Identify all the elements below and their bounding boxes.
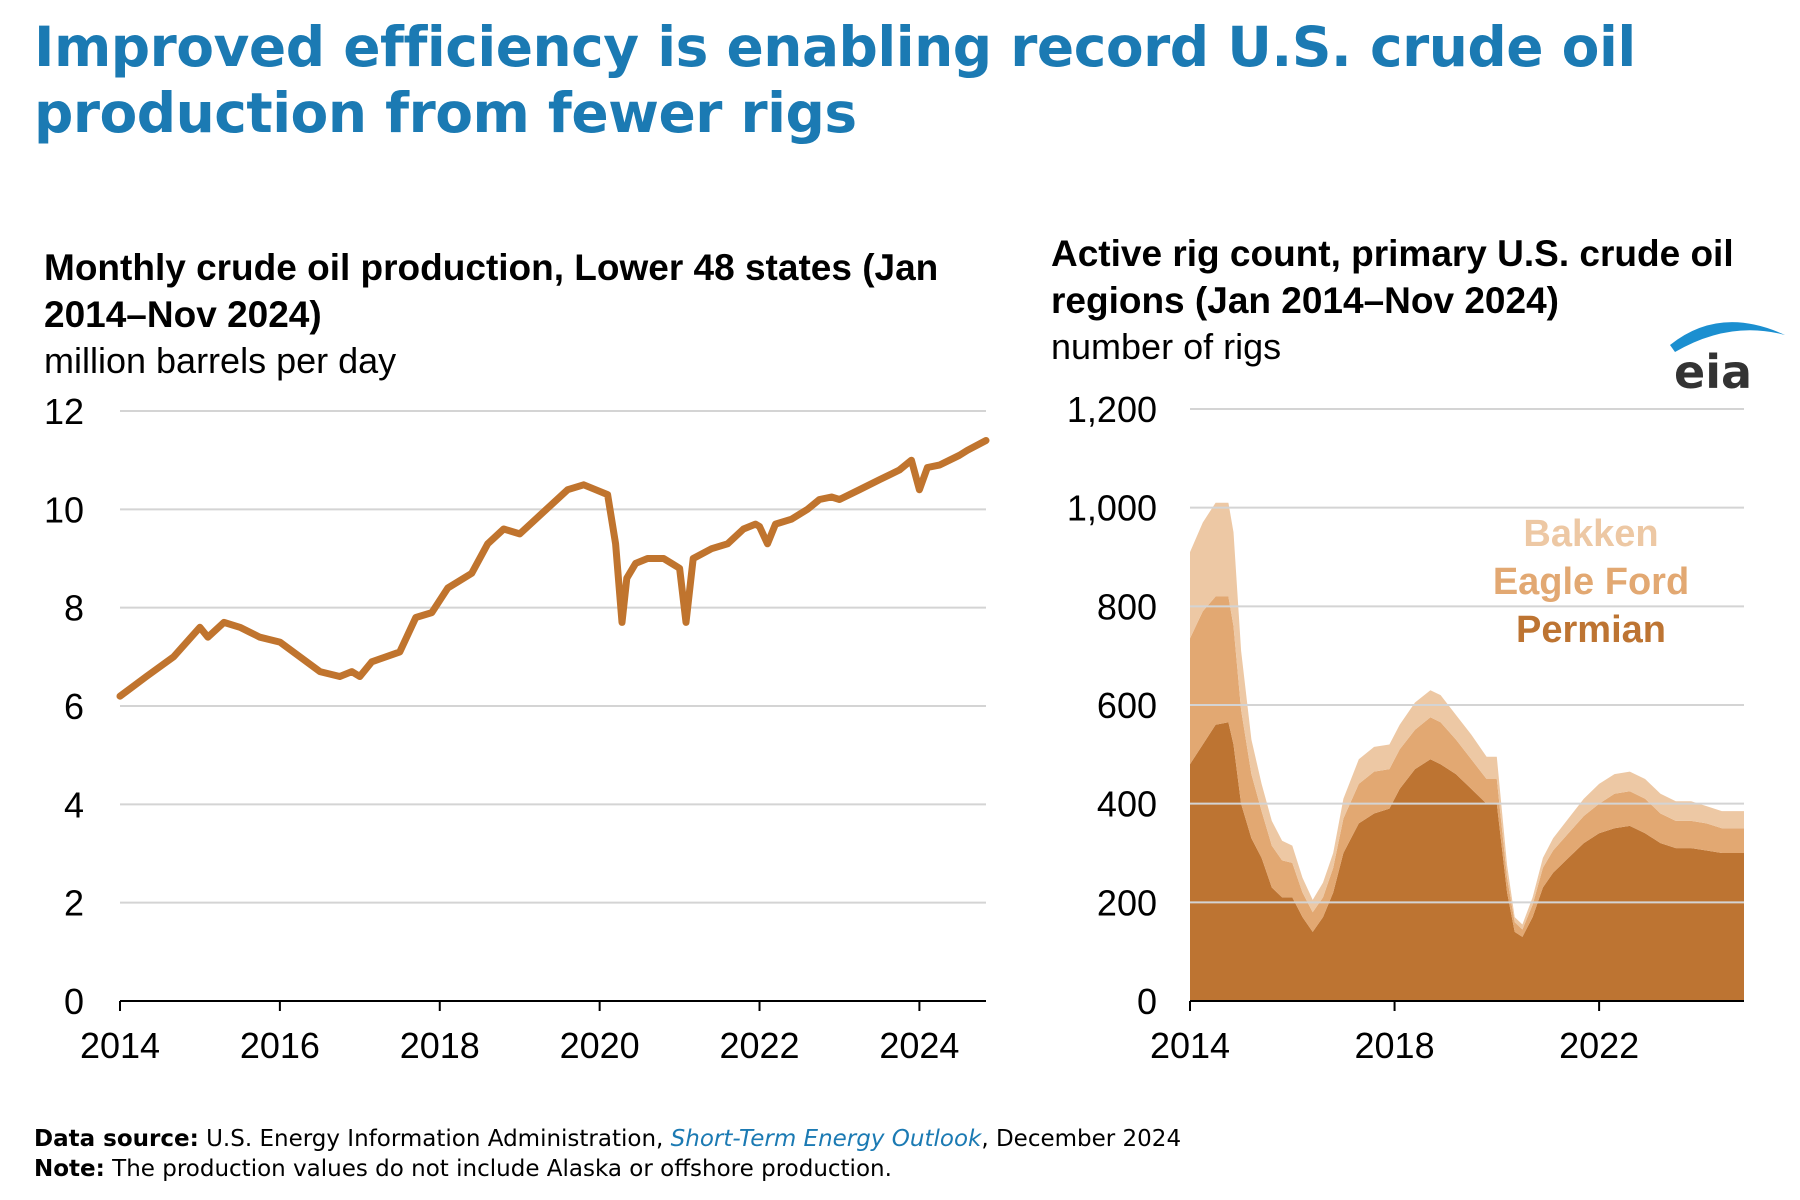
production-x-tick-label: 2020 (560, 1025, 640, 1066)
production-y-tick-label: 12 (44, 391, 84, 432)
rigs-y-tick-label: 1,000 (1067, 488, 1157, 529)
eia-logo-swoosh-icon (1670, 322, 1785, 352)
rigs-y-tick-label: 1,200 (1067, 389, 1157, 430)
production-x-tick-label: 2024 (879, 1025, 959, 1066)
legend-label-permian: Permian (1516, 609, 1666, 651)
production-x-tick-label: 2014 (80, 1025, 160, 1066)
production-x-tick-label: 2018 (400, 1025, 480, 1066)
production-y-tick-label: 4 (64, 784, 84, 825)
rigs-y-tick-label: 0 (1137, 981, 1157, 1022)
production-line-chart: 0 2 4 6 8 10 12 2014 2016 2018 2020 2022 2024 (44, 391, 990, 1066)
production-y-tick-label: 8 (64, 588, 84, 629)
data-source-text: U.S. Energy Information Administration, (198, 1126, 671, 1152)
rig-chart-unit: number of rigs (1051, 326, 1282, 367)
legend-label-bakken: Bakken (1523, 513, 1658, 555)
legend-label-eagle-ford: Eagle Ford (1493, 561, 1689, 603)
production-y-tick-label: 10 (44, 489, 84, 530)
rigs-x-tick-label: 2022 (1559, 1025, 1639, 1066)
rigs-y-tick-label: 200 (1097, 882, 1157, 923)
eia-logo: eia (1670, 322, 1785, 399)
page-title: Improved efficiency is enabling record U… (34, 15, 1636, 145)
production-chart-title: Monthly crude oil production, Lower 48 s… (44, 247, 939, 335)
production-y-tick-label: 2 (64, 883, 84, 924)
production-series-line (116, 437, 990, 700)
data-source-line: Data source: U.S. Energy Information Adm… (34, 1124, 1774, 1154)
rig-chart-title: Active rig count, primary U.S. crude oil… (1051, 233, 1734, 321)
eia-logo-text: eia (1674, 345, 1752, 399)
rigs-y-tick-label: 400 (1097, 784, 1157, 825)
rigs-x-tick-label: 2014 (1150, 1025, 1230, 1066)
data-source-date: , December 2024 (981, 1126, 1182, 1152)
note-label: Note: (34, 1156, 105, 1182)
production-y-tick-label: 6 (64, 686, 84, 727)
rigs-x-tick-label: 2018 (1355, 1025, 1435, 1066)
rigs-y-tick-label: 600 (1097, 685, 1157, 726)
production-x-tick-label: 2016 (240, 1025, 320, 1066)
data-source-label: Data source: (34, 1126, 199, 1152)
footer: Data source: U.S. Energy Information Adm… (34, 1124, 1774, 1184)
rigs-areas (1190, 502, 1744, 1001)
production-chart-unit: million barrels per day (44, 340, 397, 381)
note-text: The production values do not include Ala… (104, 1156, 892, 1182)
note-line: Note: The production values do not inclu… (34, 1154, 1774, 1184)
production-x-tick-label: 2022 (719, 1025, 799, 1066)
production-y-tick-label: 0 (64, 981, 84, 1022)
rigs-area-eagle-ford (1190, 596, 1744, 937)
rigs-area-permian (1190, 722, 1744, 1001)
rigs-y-tick-label: 800 (1097, 586, 1157, 627)
production-chart-header: Monthly crude oil production, Lower 48 s… (44, 244, 984, 384)
data-source-link[interactable]: Short-Term Energy Outlook (670, 1126, 982, 1152)
rig-chart-header: Active rig count, primary U.S. crude oil… (1051, 230, 1771, 370)
rig-count-area-chart: 0 200 400 600 800 1,000 1,200 2014 2018 2022 Bakke… (1067, 389, 1744, 1066)
